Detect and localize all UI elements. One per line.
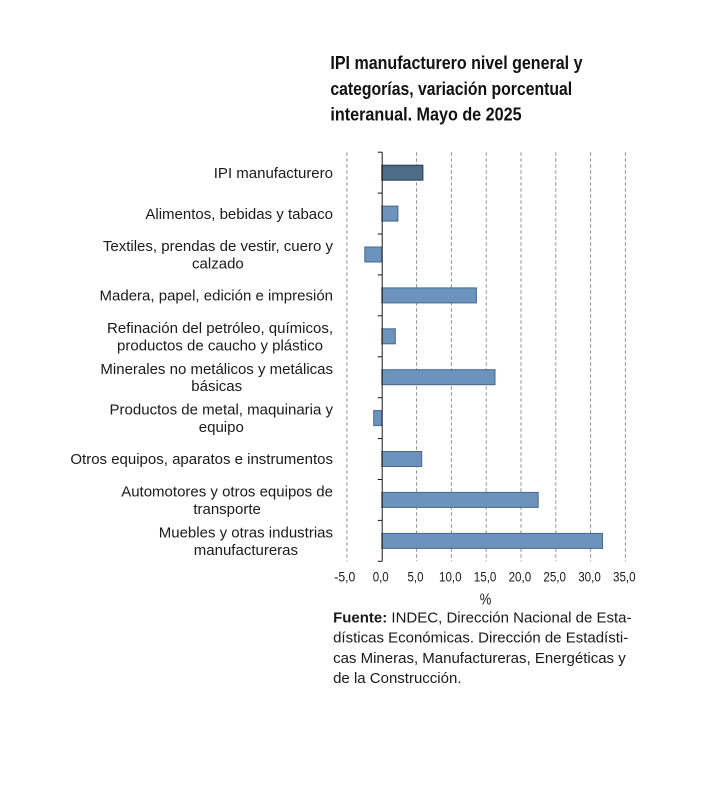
- svg-text:calzado: calzado: [192, 256, 244, 273]
- svg-text:Textiles, prendas de vestir, c: Textiles, prendas de vestir, cuero y: [103, 238, 334, 255]
- svg-text:30,0: 30,0: [578, 569, 601, 584]
- svg-text:interanual. Mayo de 2025: interanual. Mayo de 2025: [330, 104, 521, 125]
- svg-text:Otros equipos, aparatos e inst: Otros equipos, aparatos e instrumentos: [70, 451, 333, 468]
- svg-text:Fuente: INDEC, Dirección Nacio: Fuente: INDEC, Dirección Nacional de Est…: [333, 610, 631, 627]
- svg-text:transporte: transporte: [193, 501, 261, 518]
- svg-text:equipo: equipo: [199, 419, 244, 436]
- svg-text:-5,0: -5,0: [334, 569, 355, 584]
- svg-text:Refinación del petróleo, quími: Refinación del petróleo, químicos,: [107, 320, 333, 337]
- svg-text:15,0: 15,0: [474, 569, 497, 584]
- svg-text:Automotores y otros equipos de: Automotores y otros equipos de: [121, 484, 333, 501]
- svg-text:dísticas Económicas. Dirección: dísticas Económicas. Dirección de Estadí…: [333, 630, 628, 647]
- svg-text:categorías, variación porcentu: categorías, variación porcentual: [330, 78, 572, 99]
- svg-text:cas Mineras, Manufactureras, E: cas Mineras, Manufactureras, Energéticas…: [333, 650, 626, 667]
- svg-text:Productos de metal, maquinaria: Productos de metal, maquinaria y: [110, 402, 334, 419]
- svg-text:manufactureras: manufactureras: [194, 542, 298, 559]
- svg-text:IPI manufacturero nivel genera: IPI manufacturero nivel general y: [330, 52, 583, 73]
- svg-text:10,0: 10,0: [439, 569, 462, 584]
- svg-text:25,0: 25,0: [543, 569, 566, 584]
- svg-text:productos de caucho y plástico: productos de caucho y plástico: [117, 337, 323, 354]
- svg-text:0,0: 0,0: [373, 569, 389, 584]
- svg-text:5,0: 5,0: [408, 569, 424, 584]
- svg-text:Madera, papel, edición e impre: Madera, papel, edición e impresión: [100, 288, 333, 305]
- svg-text:de la Construcción.: de la Construcción.: [333, 670, 461, 687]
- svg-text:%: %: [480, 592, 492, 609]
- svg-text:20,0: 20,0: [509, 569, 532, 584]
- svg-text:IPI manufacturero: IPI manufacturero: [214, 165, 333, 182]
- svg-text:Minerales no metálicos y metál: Minerales no metálicos y metálicas: [100, 361, 333, 378]
- svg-text:35,0: 35,0: [613, 569, 636, 584]
- svg-text:básicas: básicas: [191, 378, 242, 395]
- svg-text:Alimentos, bebidas y tabaco: Alimentos, bebidas y tabaco: [145, 206, 333, 223]
- svg-text:Muebles y otras industrias: Muebles y otras industrias: [159, 524, 333, 541]
